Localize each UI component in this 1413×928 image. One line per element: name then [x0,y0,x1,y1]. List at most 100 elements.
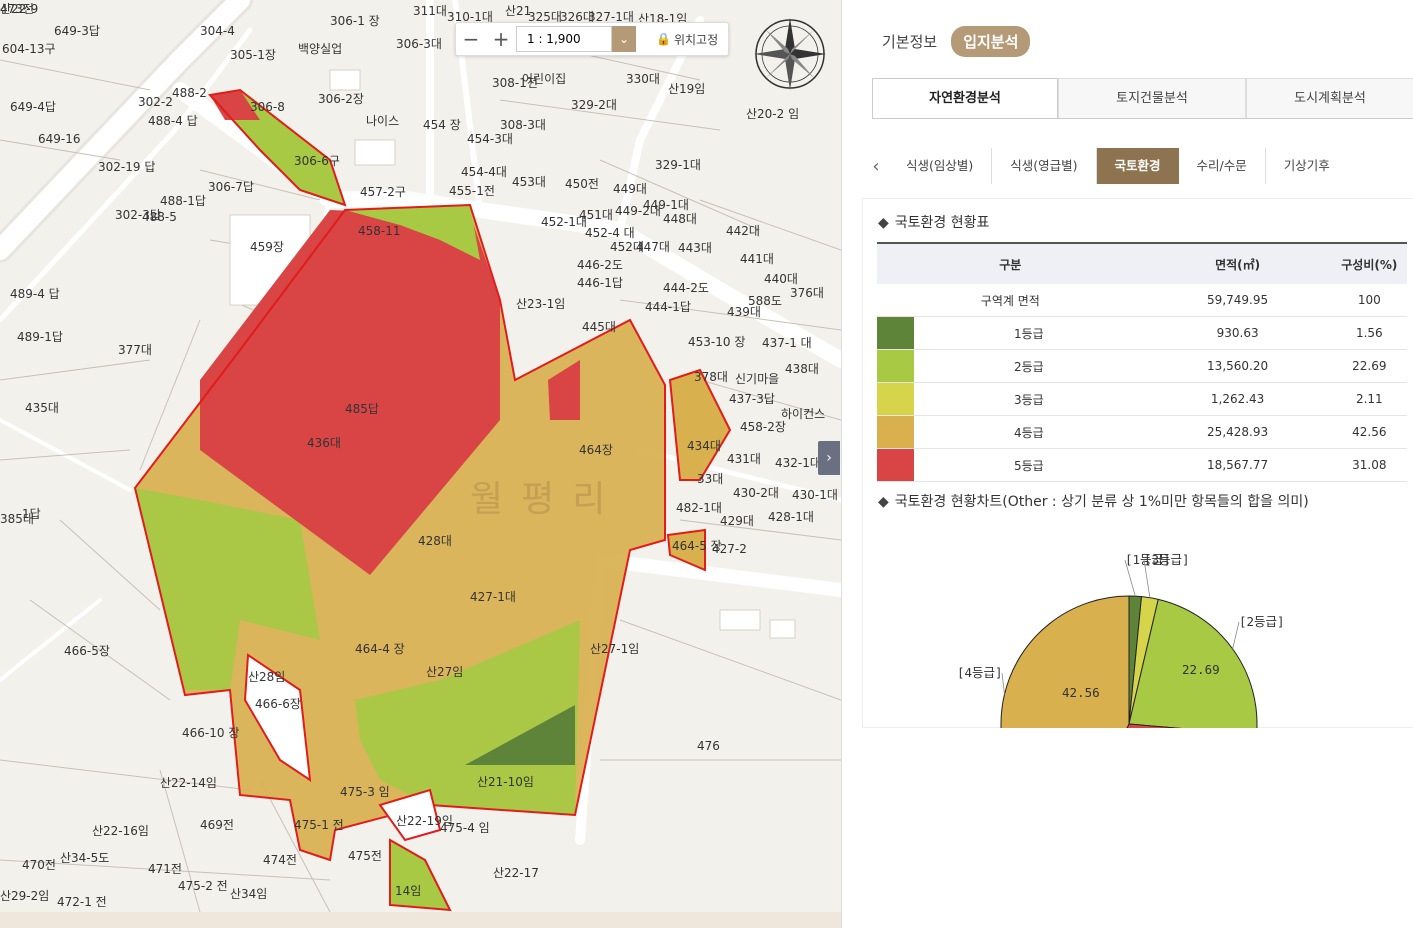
lock-icon: 🔒 [656,32,671,46]
parcel-label: 488-1답 [160,194,206,208]
pie-callout-line [1143,559,1151,598]
parcel-label: 백양실업 [298,42,343,56]
parcel-label: 464-4 장 [355,642,405,656]
table-row: 5등급 18,567.77 31.08 [877,448,1407,482]
tab-land-building[interactable]: 토지건물분석 [1058,78,1246,118]
parcel-label: 649-4답 [10,100,56,114]
grade-color-swatch [877,349,914,383]
parcel-label: 454 장 [423,118,461,132]
parcel-label: 신기마을 [735,372,780,386]
parcel-label: 473전 [0,2,34,16]
parcel-label: 444-2도 [663,281,709,295]
position-lock-button[interactable]: 🔒 위치고정 [646,31,728,48]
row-ratio: 1.56 [1331,316,1407,350]
parcel-label: 449-1대 [643,198,689,212]
panel-toggle-button[interactable]: › [818,441,840,475]
parcel-label: 474전 [263,853,297,867]
parcel-label: 446-2도 [577,258,623,272]
parcel-label: 470전 [22,858,56,872]
parcel-label: 310-1대 [447,10,493,24]
parcel-label: 435대 [25,401,59,415]
pie-slice-5[interactable] [1000,595,1130,728]
row-area: 13,560.20 [1143,349,1332,383]
chevron-down-icon[interactable]: ⌄ [612,26,636,52]
parcel-label: 469전 [200,818,234,832]
parcel-label: 464-5 장 [672,539,722,553]
zoom-out-button[interactable]: − [462,27,480,51]
tab-basic-info[interactable]: 기본정보 [882,33,938,51]
parcel-label: 산22-14임 [160,776,217,790]
parcel-label: 488-4 답 [148,114,198,128]
col-header-area: 면적(㎡) [1143,243,1332,284]
row-ratio: 42.56 [1331,415,1407,449]
row-area: 1,262.43 [1143,382,1332,416]
row-ratio: 31.08 [1331,448,1407,482]
row-label: 4등급 [914,415,1144,449]
parcel-label: 466-10 장 [182,726,240,740]
category-vegetation-forest[interactable]: 식생(임상별) [888,148,993,184]
parcel-label: 산19임 [668,82,706,96]
parcel-label: 454-4대 [461,165,507,179]
parcel-label: 308-3대 [500,118,546,132]
row-label: 구역계 면적 [877,284,1144,317]
category-vegetation-age[interactable]: 식생(영급별) [992,148,1097,184]
parcel-label: 306-7답 [208,180,254,194]
parcel-label: 475-3 임 [340,785,390,799]
row-label: 1등급 [914,316,1144,350]
tab-location-analysis[interactable]: 입지분석 [951,26,1031,57]
parcel-label: 439대 [727,305,761,319]
parcel-label: 453-10 장 [688,335,746,349]
pie-callout-label: [3등급] [1144,552,1190,567]
table-row: 구역계 면적 59,749.95 100 [877,284,1407,317]
parcel-label: 330대 [626,72,660,86]
scale-select[interactable]: 1 : 1,900 [516,26,612,52]
grade-color-swatch [877,415,914,449]
parcel-label: 471전 [148,862,182,876]
map-view[interactable]: 649-3답 306-1 장 311대 310-1대 325대 326대 327-1대 산18… [0,0,841,928]
row-label: 2등급 [914,349,1144,383]
parcel-label: 436대 [307,436,341,450]
parcel-lines [0,39,841,913]
pie-value-label: 42.56 [1062,685,1100,700]
parcel-label: 430-1대 [792,488,838,502]
parcel-label: 437-1 대 [762,336,812,350]
table-row: 4등급 25,428.93 42.56 [877,415,1407,449]
tab-natural-env[interactable]: 자연환경분석 [872,78,1058,118]
row-ratio: 100 [1331,284,1407,317]
pie-callout-label: [1등급] [1125,552,1171,567]
parcel-label: 306-1 장 [330,14,380,28]
category-national-env[interactable]: 국토환경 [1096,148,1179,184]
parcel-label: 산34-5도 [60,851,110,865]
category-climate[interactable]: 기상기후 [1283,158,1330,173]
tab-urban-plan[interactable]: 도시계획분석 [1246,78,1413,118]
position-lock-label: 위치고정 [673,32,719,47]
parcel-label: 306-8 [250,100,285,114]
pie-slice-4[interactable] [1071,723,1256,728]
parcel-label: 441대 [740,252,774,266]
parcel-label: 376대 [790,286,824,300]
parcel-label: 466-5장 [64,644,110,658]
parcel-label: 443대 [678,241,712,255]
parcel-label: 산20-2 임 [746,107,800,121]
parcel-label: 440대 [764,272,798,286]
row-ratio: 22.69 [1331,349,1407,383]
parcel-label: 427-2 [712,542,747,556]
chevron-left-icon[interactable]: ‹ [872,155,880,177]
parcel-label: 472-1 전 [57,895,107,909]
parcel-label: 458-11 [358,224,401,238]
parcel-label: 466-6장 [255,697,301,711]
parcel-label: 산22-16임 [92,824,149,838]
col-header-category: 구분 [877,243,1144,284]
category-hydrology[interactable]: 수리/수문 [1179,148,1266,184]
parcel-label: 306-3대 [396,37,442,51]
parcel-label: 489-4 답 [10,287,60,301]
map-footer-strip [0,912,841,928]
parcel-label: 429대 [720,514,754,528]
parcel-label: 459장 [250,240,284,254]
parcel-label: 604-13구 [2,42,56,56]
map-canvas[interactable] [0,0,841,928]
parcel-label: 588도 [748,294,782,308]
zoom-in-button[interactable]: + [492,27,510,51]
land-grade-overlay[interactable] [133,88,732,912]
pie-callout-line [1001,672,1005,695]
